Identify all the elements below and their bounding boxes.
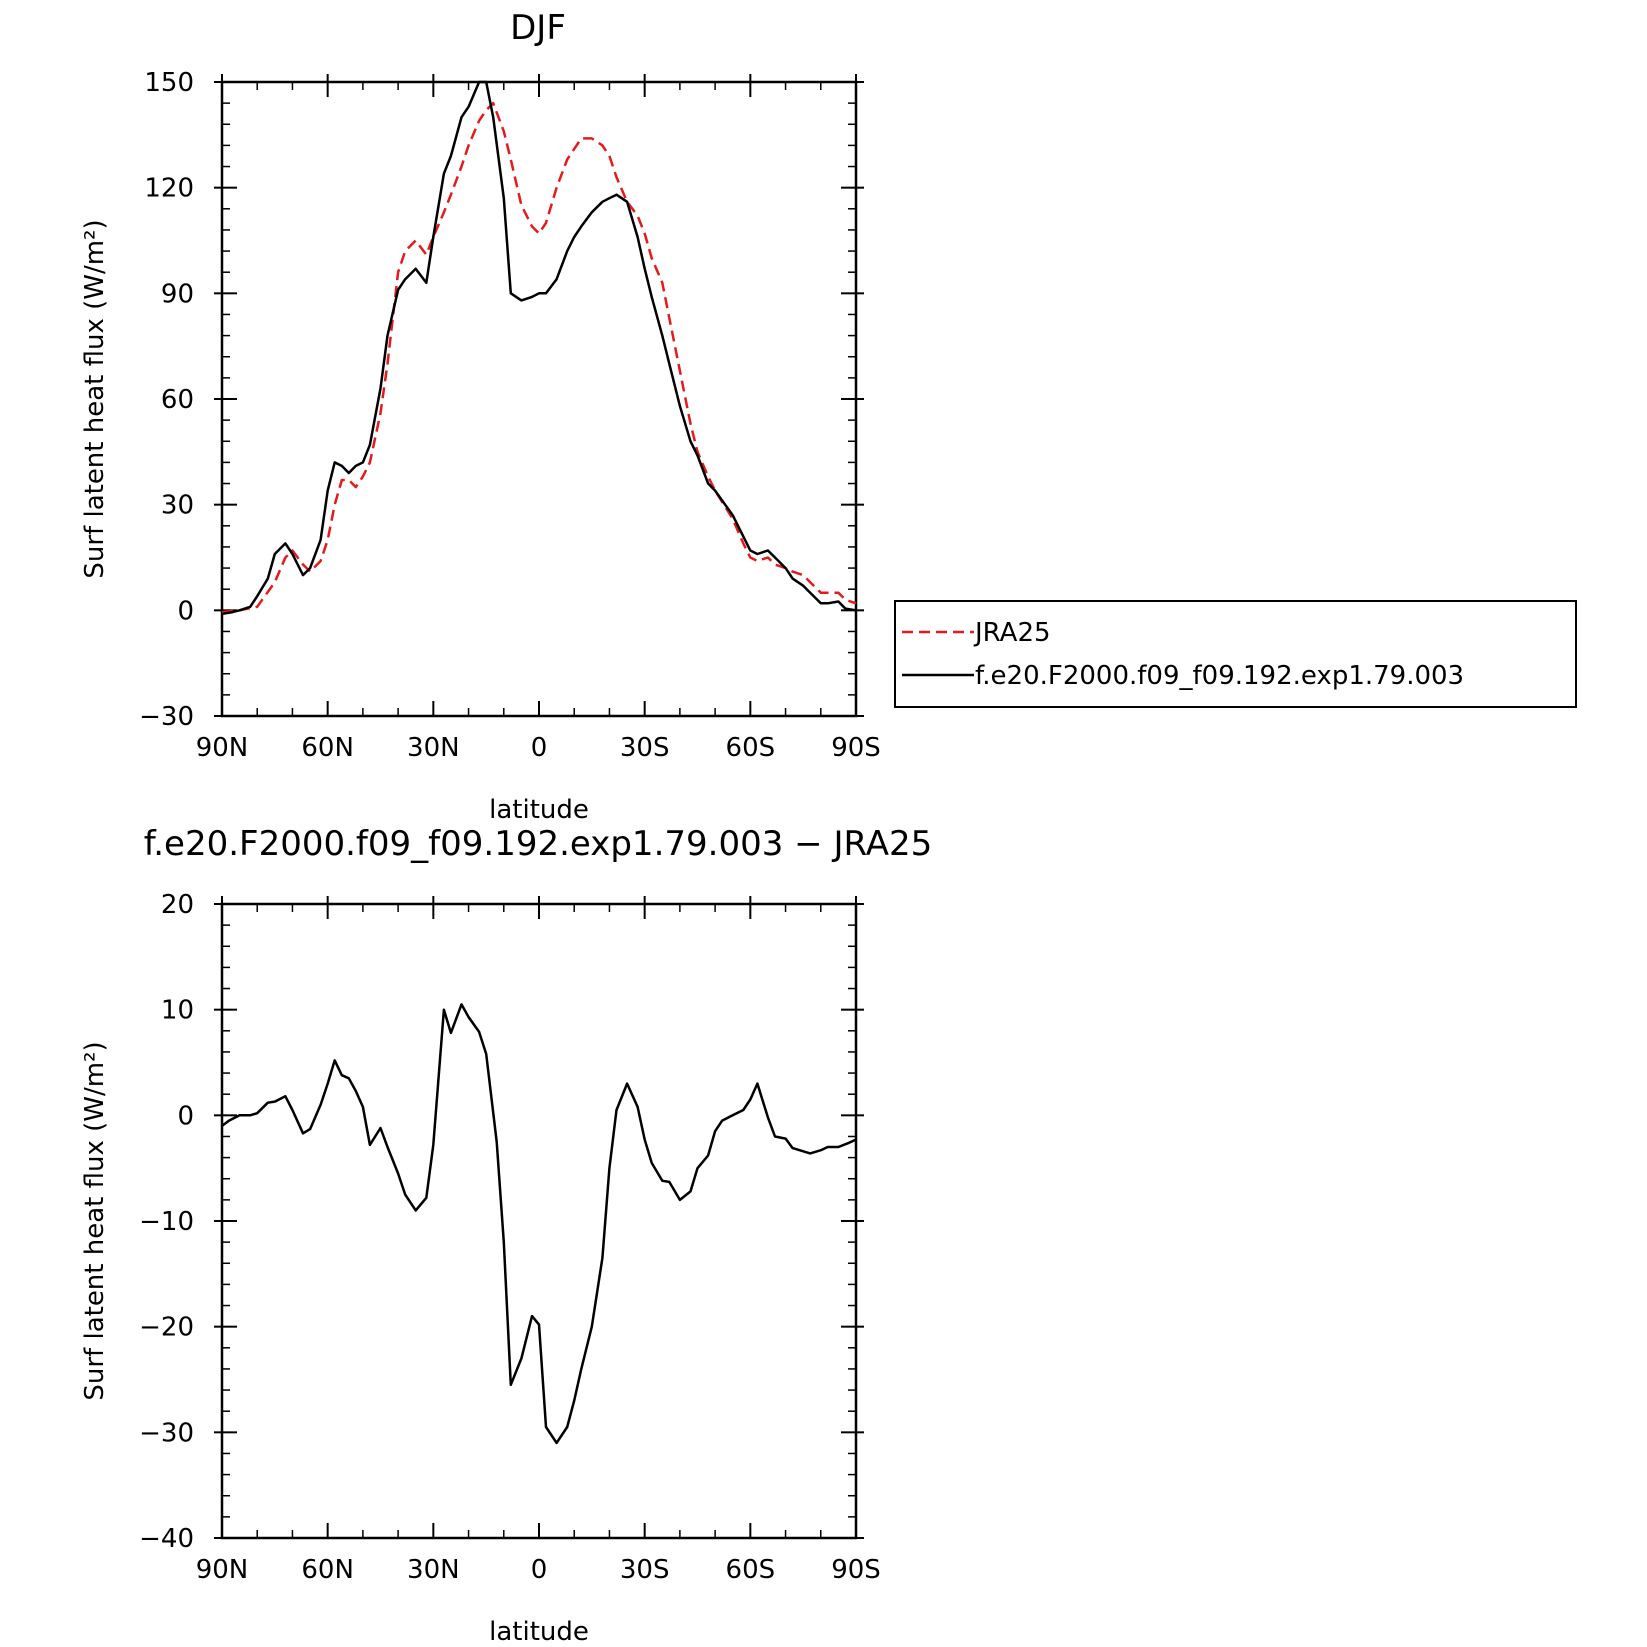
x-tick-label: 0 [531,1555,548,1585]
y-tick-label: 30 [161,491,194,521]
legend-box [894,600,1577,708]
x-tick-label: 90S [831,733,881,763]
top-panel-x-axis-label: latitude [489,795,589,825]
bottom-panel-title: f.e20.F2000.f09_f09.192.exp1.79.003 − JR… [144,824,933,864]
top-panel: DJF 90N 60N 30N 0 30S 60S 90S −30 0 30 60 90 120 150… [80,8,1577,825]
y-tick-label: 90 [161,279,194,309]
top-panel-ticks [214,74,864,717]
x-tick-label: 60S [726,1555,776,1585]
y-tick-label: −10 [139,1207,194,1237]
bottom-panel-series [221,1003,857,1445]
x-tick-label: 60N [301,1555,354,1585]
series-line-f-e20-f2000-f09-f09-192-exp1-79-003 [221,80,857,616]
y-tick-label: −20 [139,1313,194,1343]
y-tick-label: −30 [139,702,194,732]
y-tick-label: −40 [139,1524,194,1554]
bottom-plot-frame [220,902,858,1540]
y-tick-label: 0 [177,1101,194,1131]
series-line-jra25 [221,101,857,614]
top-plot-frame [220,80,858,718]
y-tick-label: 150 [144,68,194,98]
x-tick-label: 30S [620,733,670,763]
y-tick-label: 60 [161,385,194,415]
y-tick-label: 0 [177,596,194,626]
x-tick-label: 60S [726,733,776,763]
bottom-panel-y-tick-labels: −40 −30 −20 −10 0 10 20 [139,890,194,1554]
bottom-panel-ticks [214,896,864,1539]
top-panel-series [221,80,857,616]
bottom-panel-x-tick-labels: 90N 60N 30N 0 30S 60S 90S [196,1555,881,1585]
y-tick-label: 20 [161,890,194,920]
x-tick-label: 30N [407,733,460,763]
y-tick-label: 10 [161,996,194,1026]
difference-series-line [221,1003,857,1445]
bottom-panel: f.e20.F2000.f09_f09.192.exp1.79.003 − JR… [80,824,932,1647]
x-tick-label: 90N [196,1555,249,1585]
legend: JRA25 f.e20.F2000.f09_f09.192.exp1.79.00… [894,600,1577,708]
x-tick-label: 60N [301,733,354,763]
x-tick-label: 30S [620,1555,670,1585]
top-panel-x-tick-labels: 90N 60N 30N 0 30S 60S 90S [196,733,881,763]
top-panel-title: DJF [510,8,566,48]
bottom-panel-y-axis-label: Surf latent heat flux (W/m²) [80,1041,110,1400]
x-tick-label: 90N [196,733,249,763]
top-panel-y-tick-labels: −30 0 30 60 90 120 150 [139,68,194,732]
x-tick-label: 30N [407,1555,460,1585]
y-tick-label: −30 [139,1418,194,1448]
x-tick-label: 90S [831,1555,881,1585]
legend-label-model: f.e20.F2000.f09_f09.192.exp1.79.003 [975,661,1464,691]
y-tick-label: 120 [144,174,194,204]
top-panel-y-axis-label: Surf latent heat flux (W/m²) [80,219,110,578]
legend-label-jra25: JRA25 [973,618,1051,648]
bottom-panel-x-axis-label: latitude [489,1617,589,1647]
x-tick-label: 0 [531,733,548,763]
